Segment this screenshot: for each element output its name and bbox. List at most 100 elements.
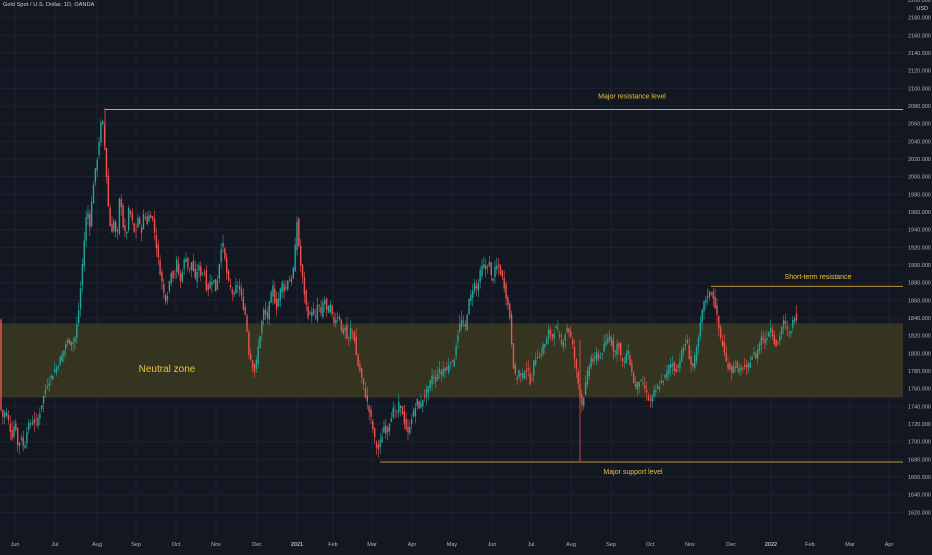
candle-body: [361, 368, 363, 378]
candle-body: [647, 396, 650, 401]
candle-body: [274, 288, 276, 304]
x-tick-label: Aug: [92, 542, 102, 548]
candle: [311, 306, 313, 323]
candle: [694, 351, 696, 372]
candle: [9, 415, 11, 441]
candle-body: [312, 308, 315, 315]
candle: [460, 310, 463, 331]
candle: [764, 332, 766, 350]
candle-body: [139, 217, 141, 224]
candle: [777, 340, 779, 345]
candle: [253, 363, 256, 378]
candle: [690, 349, 692, 373]
candle-body: [695, 347, 698, 362]
candle-body: [172, 270, 174, 279]
candle: [266, 306, 269, 325]
x-tick-label: Dec: [726, 542, 736, 548]
candle-body: [115, 221, 117, 232]
candle: [738, 362, 740, 376]
candle-body: [431, 375, 433, 385]
candle: [731, 364, 733, 381]
candle: [74, 336, 76, 351]
candle: [133, 222, 135, 233]
candle-body: [562, 342, 565, 348]
candle-body: [760, 336, 763, 346]
candle-body: [564, 334, 566, 341]
y-tick-label: 2140.000: [908, 51, 931, 57]
candle-body: [485, 265, 487, 270]
candle: [621, 357, 624, 368]
candle: [168, 280, 171, 294]
candle: [294, 237, 296, 272]
y-tick-label: 2200.000: [908, 0, 931, 4]
candle: [342, 324, 344, 336]
candle-body: [781, 327, 783, 335]
candle-body: [590, 357, 592, 368]
candle-body: [189, 268, 191, 269]
candle-body: [116, 230, 119, 232]
candle: [618, 342, 620, 355]
candle-body: [486, 267, 489, 269]
candle: [320, 299, 322, 317]
y-tick-label: 1920.000: [908, 245, 931, 251]
candle-body: [481, 265, 483, 276]
candle-body: [0, 319, 2, 410]
candle-body: [403, 411, 405, 424]
candle: [109, 204, 111, 227]
candle: [399, 405, 402, 417]
candle: [758, 340, 761, 355]
candle: [468, 298, 470, 316]
candle: [200, 261, 202, 281]
candle-body: [159, 260, 161, 275]
candle-body: [708, 291, 711, 297]
candle: [181, 268, 183, 284]
candle-body: [540, 354, 542, 356]
candle: [577, 368, 579, 390]
candle: [629, 351, 631, 366]
candle: [575, 357, 578, 379]
candle-body: [398, 402, 400, 413]
candle: [107, 167, 109, 208]
candle-body: [453, 360, 455, 367]
candle-body: [636, 381, 639, 390]
candle-body: [668, 365, 670, 374]
candle-body: [355, 336, 357, 356]
candle-body: [527, 368, 529, 371]
candle-body: [176, 259, 178, 273]
candle: [292, 266, 294, 280]
y-tick-label: 1980.000: [908, 192, 931, 198]
candle: [540, 348, 542, 360]
candle-body: [9, 423, 11, 432]
x-tick-label: Jul: [527, 542, 534, 548]
candle-body: [449, 362, 452, 365]
candle-body: [196, 271, 198, 282]
candle: [309, 310, 311, 316]
candle-body: [383, 426, 385, 433]
candle: [462, 315, 465, 328]
neutral-zone: [0, 323, 903, 398]
candle: [583, 396, 585, 410]
candle: [523, 370, 526, 380]
candle: [658, 379, 661, 393]
candle-body: [533, 360, 535, 376]
candle: [94, 168, 97, 186]
candle: [514, 361, 516, 376]
candle-body: [658, 387, 661, 390]
candle: [42, 394, 45, 413]
candle: [557, 320, 559, 333]
candle: [157, 239, 159, 266]
candle: [390, 412, 393, 423]
candle-body: [61, 354, 63, 362]
candle: [590, 354, 592, 370]
candle: [233, 289, 235, 298]
candle: [250, 348, 252, 362]
candle-body: [198, 265, 200, 271]
candle: [322, 298, 324, 319]
candle: [505, 281, 507, 306]
candle-body: [26, 432, 28, 444]
candle: [479, 265, 481, 289]
x-tick-label: Oct: [172, 542, 181, 548]
candle-body: [18, 442, 21, 447]
